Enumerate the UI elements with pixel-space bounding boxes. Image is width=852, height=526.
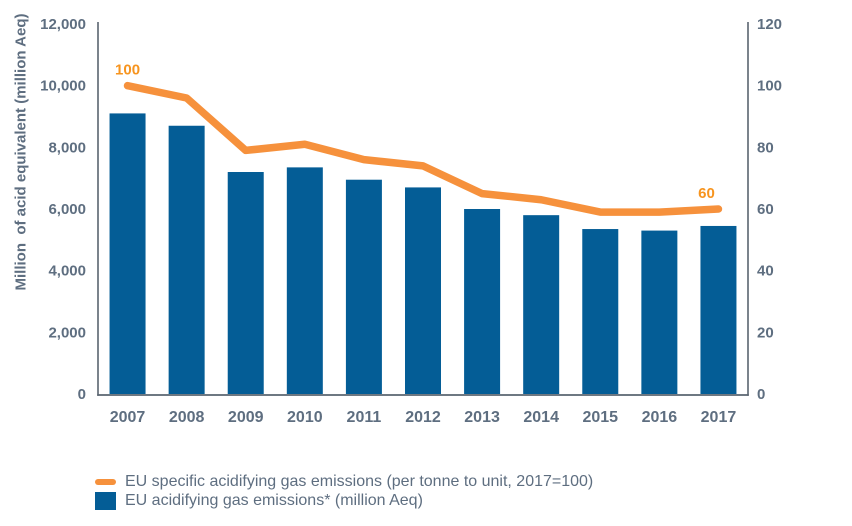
right-axis-tick-100: 100 (757, 78, 782, 95)
x-axis-label-2012: 2012 (405, 409, 441, 426)
left-axis-tick-8000: 8,000 (48, 139, 86, 156)
left-axis-tick-0: 0 (78, 386, 86, 403)
annotation-100: 100 (115, 62, 140, 79)
left-axis-tick-12000: 12,000 (40, 16, 86, 33)
legend: EU specific acidifying gas emissions (pe… (95, 473, 593, 510)
x-axis-label-2014: 2014 (523, 409, 559, 426)
x-axis-label-2011: 2011 (347, 409, 382, 426)
bar-2016 (641, 230, 678, 394)
bar-series-swatch-icon (95, 492, 116, 510)
bar-2013 (464, 209, 501, 394)
annotation-60: 60 (698, 185, 715, 202)
left-axis-tick-4000: 4,000 (48, 263, 86, 280)
bar-2017 (700, 225, 737, 394)
line-series (123, 81, 723, 216)
bar-2014 (523, 215, 560, 394)
right-axis-tick-80: 80 (757, 139, 774, 156)
x-axis-label-2009: 2009 (228, 409, 264, 426)
x-axis-label-2017: 2017 (701, 409, 737, 426)
bar-2012 (405, 187, 441, 394)
line-series-swatch-icon (95, 479, 116, 485)
right-axis-tick-120: 120 (757, 16, 782, 33)
bar-2008 (168, 125, 205, 394)
chart-svg: 0 2,000 4,000 6,000 8,000 10,000 12,000 0 20 40 60… (40, 16, 782, 426)
right-axis-tick-40: 40 (757, 263, 774, 280)
left-axis-tick-2000: 2,000 (48, 324, 86, 341)
bar-2015 (582, 229, 619, 394)
x-axis-label-2008: 2008 (169, 409, 205, 426)
x-axis-label-2015: 2015 (582, 409, 618, 426)
legend-item-bar-series: EU acidifying gas emissions* (million Ae… (95, 492, 593, 510)
right-axis-tick-60: 60 (757, 201, 774, 218)
legend-line-series-label: EU specific acidifying gas emissions (pe… (125, 473, 594, 490)
legend-bar-series-label: EU acidifying gas emissions* (million Ae… (125, 492, 423, 509)
bar-2007 (109, 113, 146, 395)
bar-2009 (227, 172, 264, 394)
right-axis-tick-0: 0 (757, 386, 765, 403)
bar-2010 (286, 167, 323, 394)
left-axis-tick-6000: 6,000 (48, 201, 86, 218)
x-axis-label-2007: 2007 (110, 409, 146, 426)
x-axis-label-2016: 2016 (642, 409, 678, 426)
right-axis-tick-20: 20 (757, 324, 774, 341)
x-axis-label-2013: 2013 (464, 409, 500, 426)
bar-2011 (345, 179, 382, 394)
left-axis-tick-10000: 10,000 (40, 78, 86, 95)
x-axis-label-2010: 2010 (287, 409, 323, 426)
legend-item-line-series: EU specific acidifying gas emissions (pe… (95, 473, 593, 491)
